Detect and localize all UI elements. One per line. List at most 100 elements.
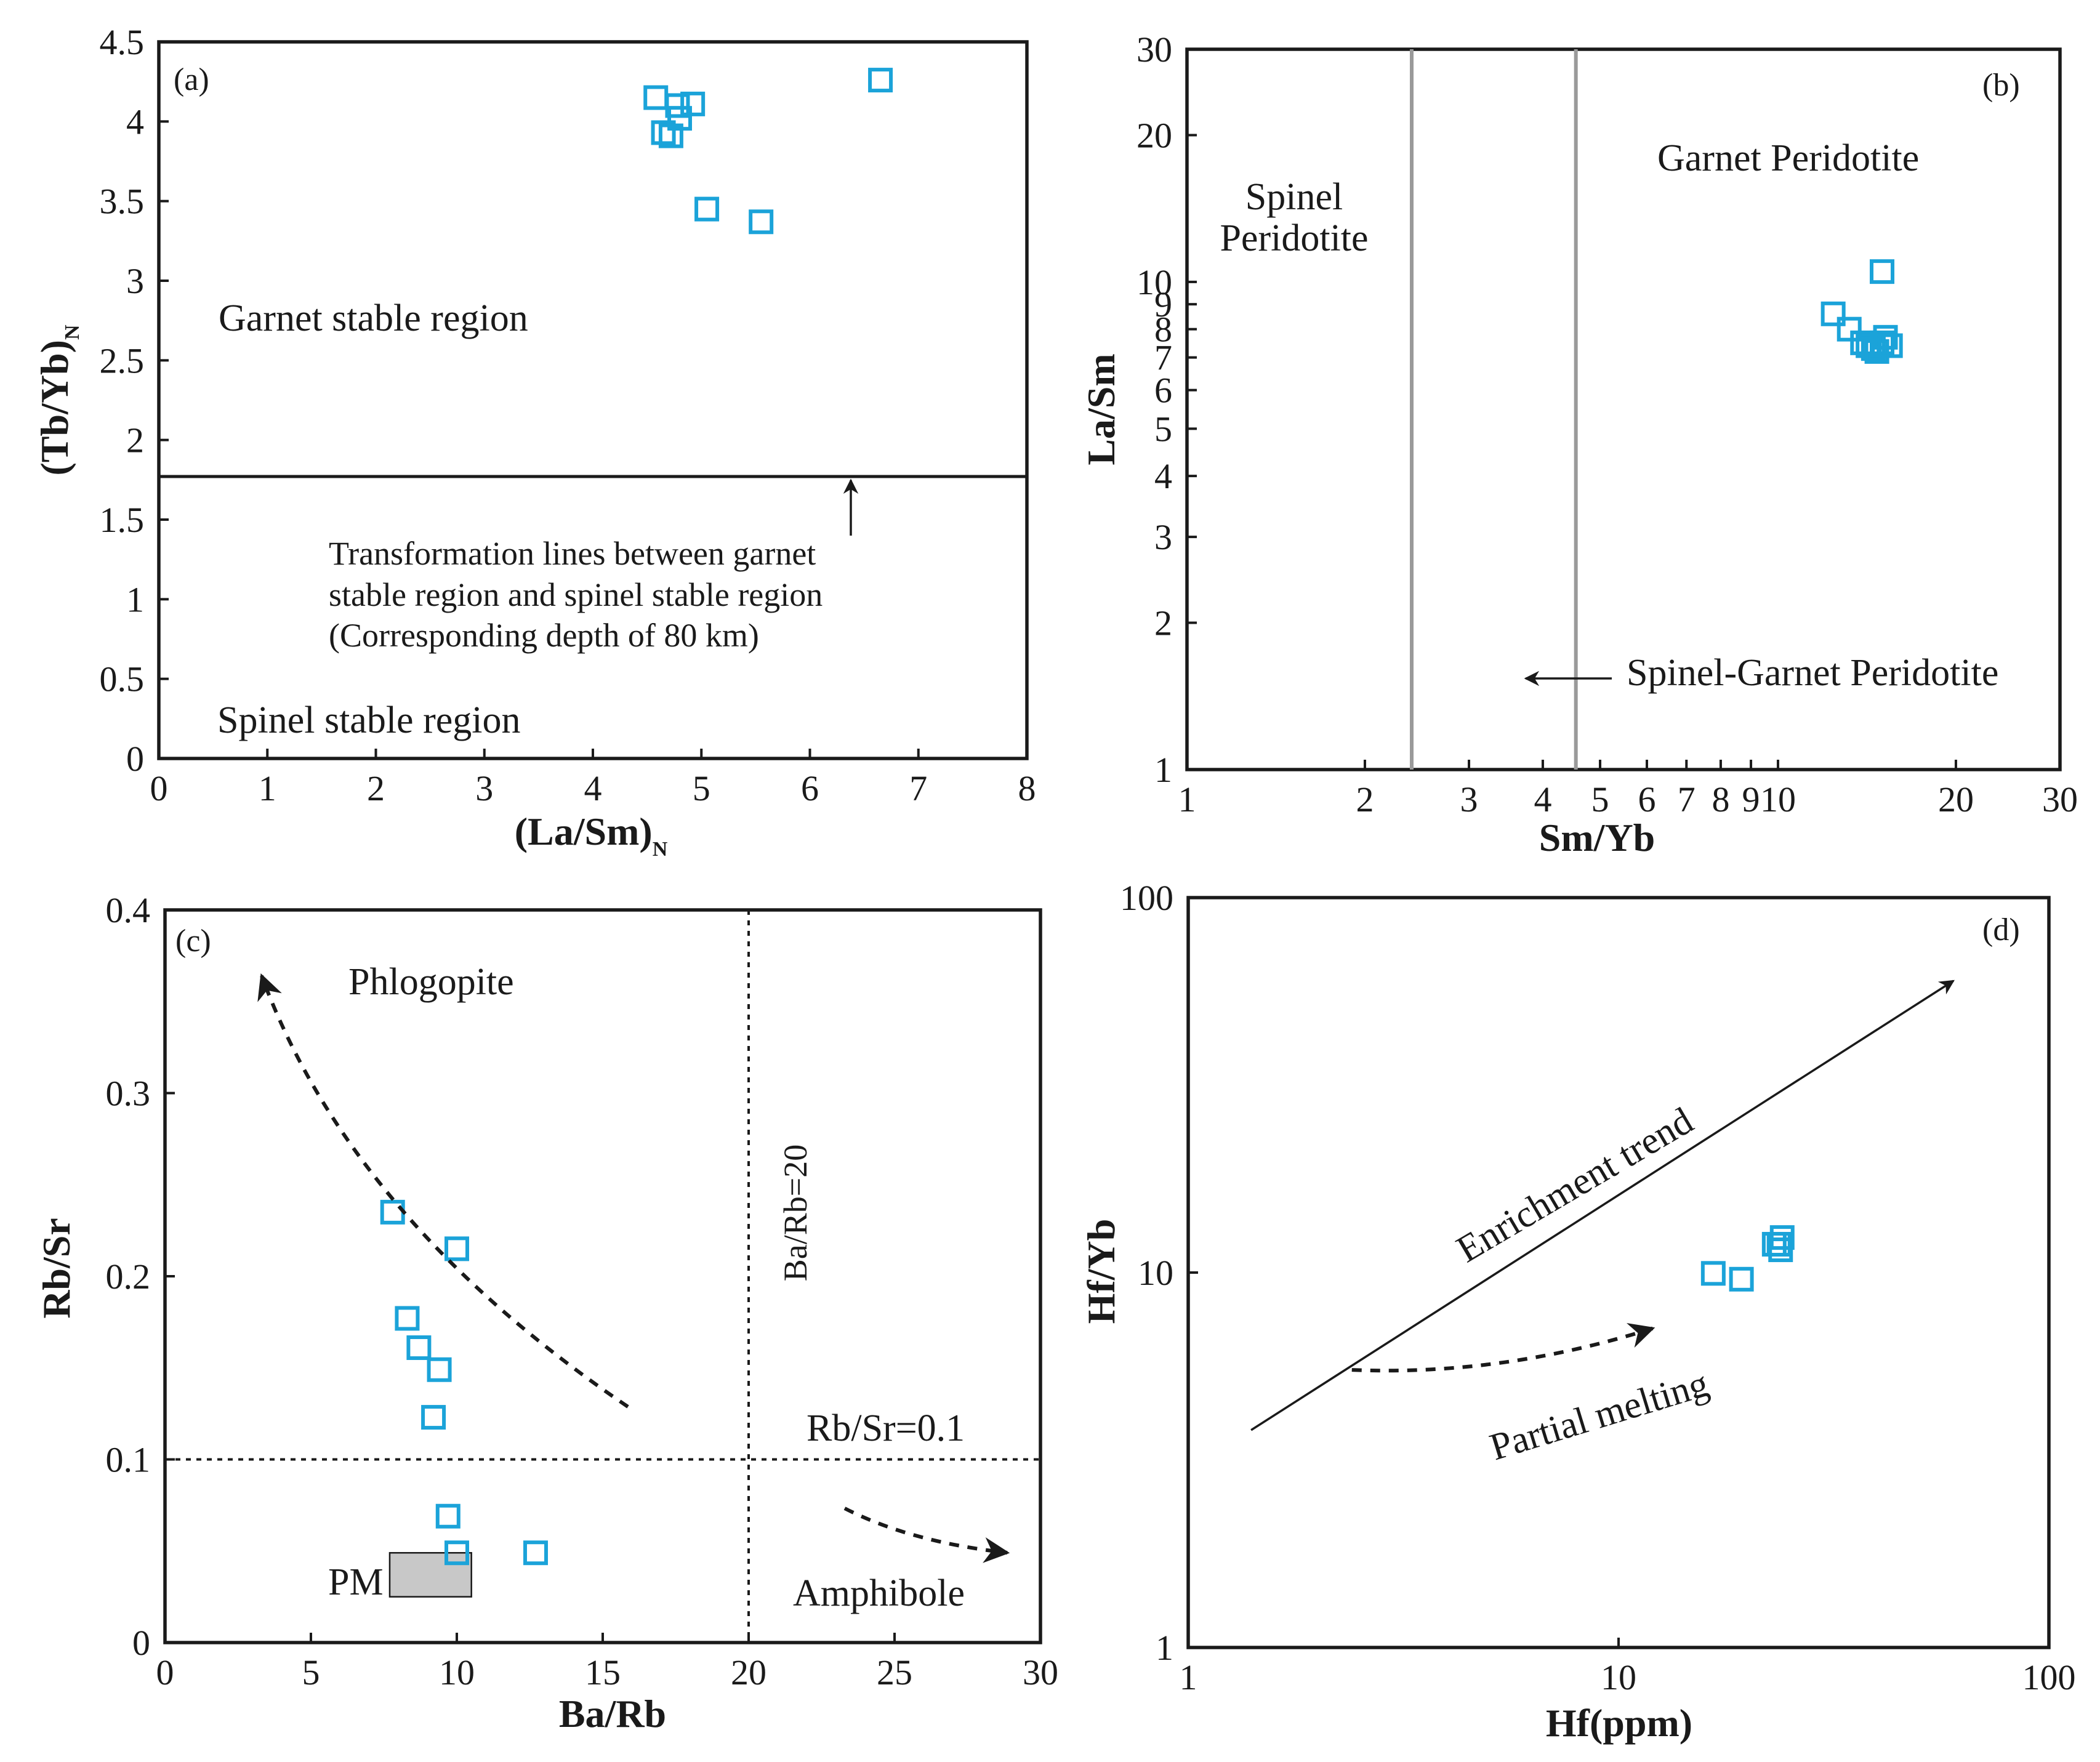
panel-a-y-tick-label: 0 — [126, 739, 144, 779]
panel-d-partial-melting-arrow — [1351, 1322, 1655, 1373]
panel-a-boundary-note-line3: (Corresponding depth of 80 km) — [329, 617, 759, 654]
panel-b-data-point — [1873, 324, 1898, 350]
panel-a-y-tick-label: 1 — [126, 579, 144, 619]
panel-c-x-tick-label: 30 — [1023, 1652, 1058, 1692]
panel-c-data-point — [523, 1540, 548, 1566]
panel-c-primitive-mantle-box — [388, 1551, 472, 1598]
panel-a-data-point — [749, 209, 774, 235]
panel-c-ticks: 0 5 10 15 20 25 30 0 0.1 0.2 0.3 0.4 — [106, 890, 1059, 1692]
panel-c-y-tick-label: 0.3 — [106, 1074, 151, 1114]
panel-d-enrichment-label: Enrichment trend — [1450, 1100, 1700, 1271]
panel-d-data-point — [1729, 1266, 1754, 1292]
panel-b-label: (b) — [1982, 68, 2020, 103]
panel-d-ticks: 1 10 100 1 10 100 — [1120, 878, 2076, 1697]
panel-c-label: (c) — [175, 923, 211, 959]
panel-b-y-tick-label: 6 — [1154, 371, 1172, 411]
panel-b-x-tick-label: 8 — [1712, 779, 1729, 819]
panel-b-middle-region-label: Spinel-Garnet Peridotite — [1627, 652, 1998, 694]
panel-c-data-point — [445, 1540, 469, 1566]
panel-b-x-tick-label: 4 — [1534, 779, 1551, 819]
panel-c-x-tick-label: 0 — [156, 1652, 174, 1692]
panel-a-y-tick-label: 0.5 — [100, 659, 145, 699]
panel-d-enrichment-trend-arrow — [1250, 980, 1955, 1431]
panel-b-x-tick-label: 9 — [1742, 779, 1760, 819]
panel-a-data-point — [694, 196, 720, 222]
panel-b-data-point — [1878, 333, 1903, 358]
panel-d-data-point — [1766, 1231, 1792, 1257]
panel-a-y-axis-label: (Tb/Yb)N — [33, 324, 84, 476]
panel-c-x-tick-label: 5 — [302, 1652, 320, 1692]
panel-b-left-region-label-line1: Spinel — [1245, 176, 1343, 218]
panel-b-x-tick-label: 10 — [1760, 779, 1796, 819]
panel-c-x-axis-label: Ba/Rb — [559, 1692, 666, 1736]
panel-c-x-tick-label: 15 — [585, 1652, 621, 1692]
panel-b-y-tick-label: 8 — [1154, 310, 1172, 350]
panel-a-data-point — [665, 93, 690, 118]
panel-d-y-axis-label: Hf/Yb — [1079, 1219, 1123, 1324]
panel-c-y-tick-label: 0.1 — [106, 1440, 151, 1480]
panel-b-data-point — [1820, 301, 1846, 326]
panel-c-x-tick-label: 10 — [439, 1652, 475, 1692]
panel-a-data-point — [680, 91, 706, 116]
panel-b-y-axis-label: La/Sm — [1079, 353, 1123, 465]
panel-c-ba-rb-line-label: Ba/Rb=20 — [777, 1144, 814, 1281]
panel-a-upper-region-label: Garnet stable region — [219, 297, 528, 339]
panel-a-data-point — [667, 106, 692, 131]
panel-b-y-tick-label: 4 — [1154, 456, 1172, 496]
panel-c-data-point — [380, 1199, 405, 1225]
panel-c-pm-label: PM — [328, 1561, 384, 1603]
panel-a-ticks: 0 1 2 3 4 5 6 7 8 0 0.5 1 1.5 2 2.5 3 3.5 4 4.5 — [100, 22, 1036, 808]
panel-b-x-tick-label: 20 — [1938, 779, 1974, 819]
panel-b-x-tick-label: 5 — [1591, 779, 1609, 819]
panel-d-data-point — [1700, 1261, 1726, 1286]
panel-c-x-tick-label: 20 — [731, 1652, 766, 1692]
panel-c-data-point — [395, 1306, 420, 1331]
panel-a-data-point — [643, 85, 669, 110]
panel-a-label: (a) — [174, 62, 209, 97]
panel-a-x-tick-label: 1 — [259, 768, 276, 808]
panel-b-y-tick-label: 30 — [1136, 30, 1172, 70]
panel-b-points — [1820, 259, 1903, 364]
panel-d-melting-label: Partial melting — [1485, 1362, 1713, 1468]
panel-c-amphibole-label: Amphibole — [793, 1572, 965, 1614]
panel-a-x-tick-label: 4 — [584, 768, 602, 808]
panel-a-lower-region-label: Spinel stable region — [217, 699, 520, 741]
panel-b-x-tick-label: 1 — [1178, 779, 1196, 819]
panel-b-x-tick-label: 30 — [2042, 779, 2078, 819]
panel-c-data-point — [406, 1335, 432, 1361]
panel-d-chart: 1 10 100 1 10 100 (d) Enrichment trend Partia… — [1079, 878, 2076, 1745]
panel-c-chart: 0 5 10 15 20 25 30 0 0.1 0.2 0.3 0.4 (c) Phlogopite… — [34, 890, 1058, 1736]
panel-b-x-tick-label: 6 — [1638, 779, 1656, 819]
panel-c-y-tick-label: 0.4 — [106, 890, 151, 930]
panel-a-x-tick-label: 3 — [475, 768, 493, 808]
panel-c-data-point — [435, 1503, 461, 1529]
panel-b-y-tick-label: 5 — [1154, 409, 1172, 449]
panel-b-frame — [1185, 47, 2062, 771]
panel-a-boundary-note-line1: Transformation lines between garnet — [329, 535, 816, 572]
panel-b-x-tick-label: 3 — [1460, 779, 1478, 819]
panel-a-x-tick-label: 2 — [367, 768, 385, 808]
panel-d-data-point — [1769, 1225, 1795, 1250]
panel-c-phlogopite-trend-arrow — [257, 973, 629, 1409]
panel-a-x-tick-label: 5 — [693, 768, 710, 808]
panel-d-frame — [1186, 896, 2051, 1649]
panel-c-y-tick-label: 0 — [132, 1623, 150, 1663]
panel-b-y-tick-label: 7 — [1154, 338, 1172, 378]
panel-c-phlogopite-label: Phlogopite — [348, 961, 514, 1003]
panel-b-y-tick-label: 1 — [1154, 750, 1172, 790]
panel-c-frame — [163, 908, 1042, 1644]
panel-c-rb-sr-line-label: Rb/Sr=0.1 — [807, 1407, 965, 1449]
panel-c-data-point — [427, 1357, 452, 1382]
panel-a-x-tick-label: 0 — [150, 768, 168, 808]
panel-d-label: (d) — [1982, 912, 2020, 947]
panel-b-data-point — [1870, 330, 1895, 355]
panel-a-y-tick-label: 1.5 — [100, 500, 145, 540]
panel-b-data-point — [1870, 259, 1895, 284]
panel-a-x-axis-label: (La/Sm)N — [515, 810, 668, 861]
panel-a-x-tick-label: 8 — [1018, 768, 1036, 808]
panel-a-boundary-note-line2: stable region and spinel stable region — [329, 576, 823, 613]
panel-c-data-point — [445, 1236, 469, 1261]
panel-c-y-axis-label: Rb/Sr — [34, 1218, 78, 1319]
